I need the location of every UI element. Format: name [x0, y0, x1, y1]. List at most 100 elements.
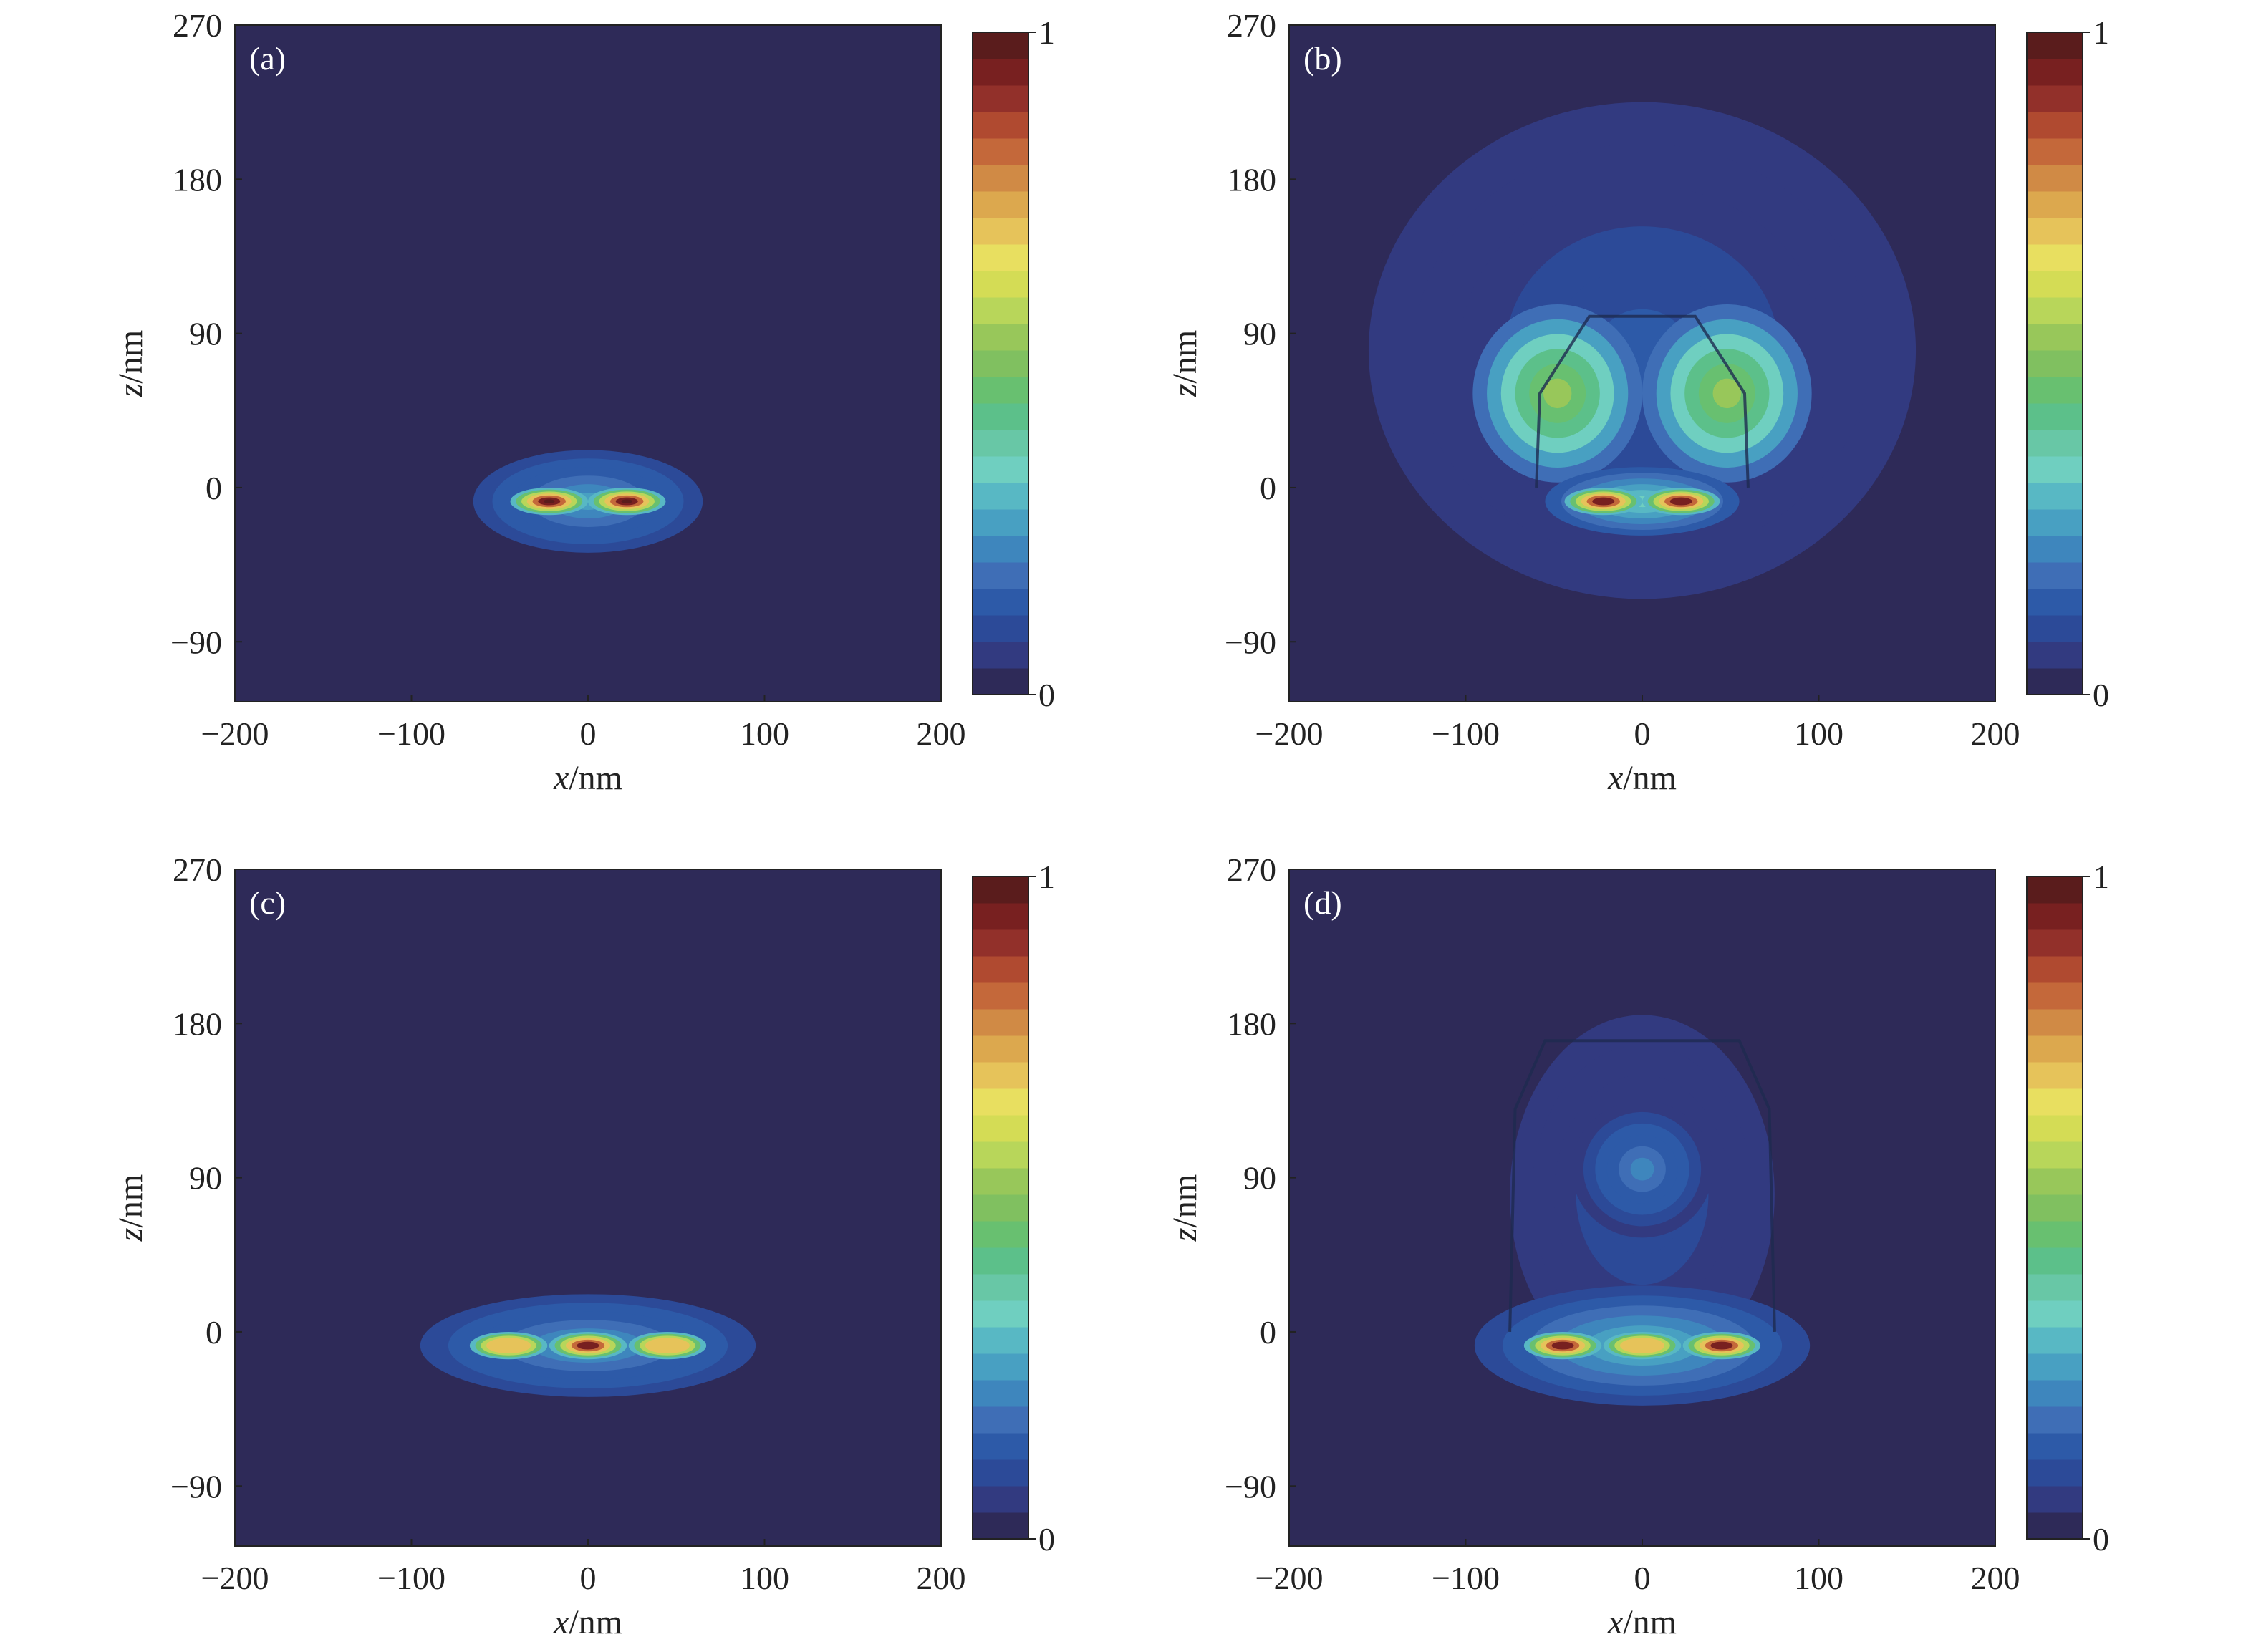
colorbar-segment [2027, 1380, 2083, 1407]
colorbar-segment [973, 271, 1028, 298]
colorbar-segment [973, 456, 1028, 483]
y-tick-label: 90 [189, 1160, 222, 1197]
colorbar-segment [2027, 297, 2083, 324]
x-tick-label: −200 [1255, 715, 1324, 752]
structure-outline [1508, 1039, 1776, 1332]
colorbar-segment [2027, 350, 2083, 377]
colorbar-max-label: 1 [1038, 14, 1055, 51]
colorbar-segment [2027, 1035, 2083, 1063]
x-tick-label: 0 [580, 1560, 597, 1596]
field-halo [1712, 378, 1742, 409]
y-tick-label: 0 [1260, 1314, 1276, 1351]
field-hotspot [1551, 1341, 1574, 1350]
colorbar-segment [2027, 589, 2083, 616]
panel-label: (d) [1303, 884, 1342, 921]
x-tick-label: −100 [1432, 1560, 1500, 1596]
colorbar-segment [2027, 536, 2083, 563]
colorbar-frame [2026, 876, 2083, 1540]
colorbar-segment [973, 1274, 1028, 1301]
x-tick-label: −100 [1432, 715, 1500, 752]
colorbar-segment [2027, 956, 2083, 983]
x-axis-label: x/nm [1607, 759, 1677, 797]
y-tick-label: 270 [173, 7, 222, 44]
colorbar-segment [973, 483, 1028, 510]
panel-c: −200 −100 0 100 200 −90 0 90 180 270 x/nm z/nm (c) 1 0 [112, 851, 1055, 1641]
y-tick-label: −90 [1225, 1468, 1276, 1504]
colorbar-segment [973, 1221, 1028, 1248]
colorbar-segment [2027, 929, 2083, 957]
colorbar-segment [973, 1353, 1028, 1381]
y-tick-label: 180 [173, 161, 222, 198]
y-tick-label: 270 [1227, 7, 1276, 44]
colorbar-segment [973, 218, 1028, 245]
x-tick-label: −200 [1255, 1560, 1324, 1596]
y-axis-label: z/nm [112, 330, 150, 397]
colorbar-segment [2027, 377, 2083, 404]
colorbar-segment [973, 668, 1028, 695]
colorbar-segment [973, 982, 1028, 1010]
y-tick-label: 0 [206, 1314, 222, 1351]
colorbar-segment [973, 1486, 1028, 1513]
colorbar-segment [2027, 430, 2083, 457]
colorbar-segment [973, 1062, 1028, 1089]
colorbar-segment [2027, 1088, 2083, 1116]
colorbar-segment [2027, 218, 2083, 245]
field-hotspot [621, 499, 632, 503]
x-tick-label: 200 [1971, 1560, 2020, 1596]
colorbar-segment [973, 377, 1028, 404]
colorbar-segment [973, 1088, 1028, 1116]
colorbar-segment [973, 350, 1028, 377]
field-hotspot [486, 1338, 531, 1354]
colorbar-segment [2027, 1141, 2083, 1169]
colorbar-frame [2026, 32, 2083, 695]
y-tick-label: 180 [173, 1005, 222, 1042]
x-tick-label: 0 [580, 715, 597, 752]
y-tick-label: 90 [189, 316, 222, 352]
colorbar-segment [973, 589, 1028, 616]
x-tick-label: −200 [201, 1560, 269, 1596]
colorbar-segment [973, 59, 1028, 86]
y-axis-label: z/nm [112, 1174, 150, 1242]
colorbar-segment [973, 138, 1028, 165]
field-hotspot [645, 1338, 690, 1354]
colorbar-segment [973, 1433, 1028, 1460]
field-map [473, 450, 703, 553]
colorbar-min-label: 0 [2093, 677, 2109, 713]
colorbar-segment [2027, 1062, 2083, 1089]
colorbar-segment [973, 32, 1028, 59]
panel-label: (b) [1303, 40, 1342, 77]
field-halo [1543, 378, 1572, 409]
colorbar-segment [2027, 562, 2083, 589]
colorbar-segment [973, 112, 1028, 139]
y-tick-label: 270 [1227, 851, 1276, 888]
panel-label: (a) [249, 40, 286, 77]
colorbar-segment [2027, 112, 2083, 139]
colorbar-segment [973, 1194, 1028, 1222]
colorbar-segment [973, 1168, 1028, 1195]
field-hotspot [577, 1341, 599, 1350]
colorbar-segment [973, 1009, 1028, 1036]
colorbar-segment [2027, 1512, 2083, 1540]
colorbar-segment [973, 956, 1028, 983]
colorbar-segment [2027, 1459, 2083, 1487]
field-hotspot [1710, 1341, 1733, 1350]
colorbar-segment [973, 403, 1028, 430]
colorbar-segment [973, 430, 1028, 457]
colorbar-segment [2027, 615, 2083, 642]
colorbar-segment [2027, 1327, 2083, 1354]
colorbar-segment [973, 903, 1028, 930]
x-axis-label: x/nm [553, 759, 622, 797]
colorbar-segment [2027, 59, 2083, 86]
plot-background [235, 25, 941, 702]
colorbar-segment [2027, 456, 2083, 483]
x-tick-label: 0 [1634, 1560, 1651, 1596]
colorbar-segment [973, 244, 1028, 271]
colorbar-segment [2027, 1406, 2083, 1434]
field-hotspot [1592, 497, 1615, 506]
x-tick-label: −100 [377, 715, 445, 752]
colorbar-segment [2027, 85, 2083, 112]
colorbar-segment [2027, 165, 2083, 192]
y-tick-label: −90 [1225, 624, 1276, 660]
colorbar-segment [2027, 1300, 2083, 1328]
